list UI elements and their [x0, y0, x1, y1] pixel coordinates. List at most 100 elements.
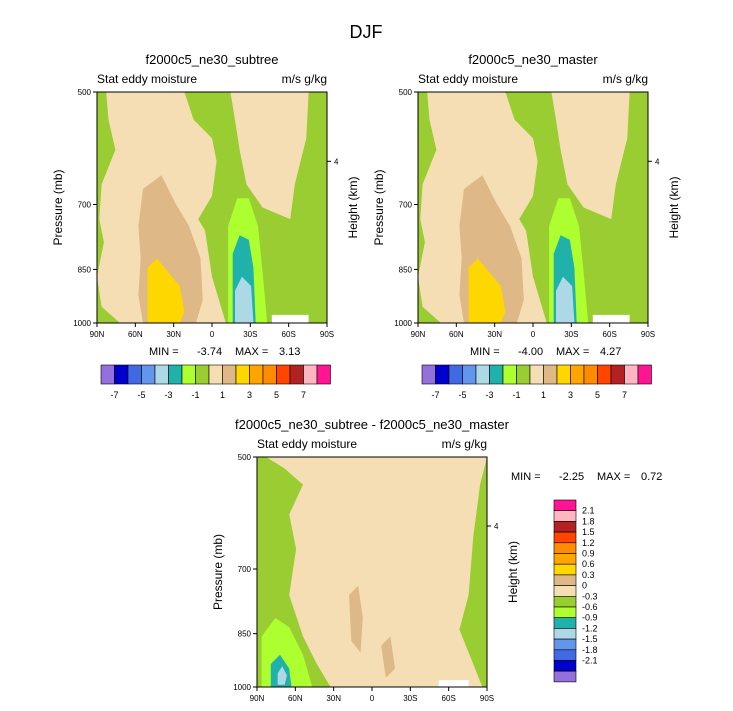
- colorbar-swatch: [553, 574, 577, 586]
- contour-lightblue: [556, 276, 575, 323]
- colorbar-swatch: [637, 364, 652, 385]
- contour-lightblue: [235, 276, 254, 323]
- right-axis-label: Height (km): [667, 176, 681, 238]
- x-tick-label: 60N: [128, 330, 143, 339]
- y-tick-label: 500: [238, 453, 252, 462]
- panel-3: [253, 456, 491, 691]
- colorbar-label: -1: [512, 390, 520, 400]
- x-tick-label: 30N: [487, 330, 502, 339]
- colorbar-swatch: [553, 660, 577, 672]
- min-label: MIN =: [470, 346, 500, 358]
- colorbar-swatch: [553, 638, 577, 651]
- contour-beige: [326, 484, 354, 561]
- colorbar-label: -0.6: [582, 602, 598, 612]
- right-axis-label: Height (km): [346, 176, 360, 238]
- colorbar-label: 3: [247, 390, 252, 400]
- colorbar-swatch: [553, 595, 577, 608]
- x-tick-label: 0: [370, 694, 375, 703]
- panel-title: f2000c5_ne30_master: [468, 52, 598, 67]
- y-tick-label: 700: [238, 565, 252, 574]
- panel-title: f2000c5_ne30_subtree: [145, 52, 278, 67]
- panel-2: [414, 91, 652, 327]
- contour-beige: [551, 92, 630, 220]
- colorbar-label: -1.2: [582, 623, 598, 633]
- colorbar-swatch: [208, 364, 223, 385]
- colorbar-swatch: [543, 364, 558, 385]
- colorbar-label: -3: [164, 390, 172, 400]
- x-tick-label: 90N: [411, 330, 426, 339]
- colorbar-label: 0.9: [582, 549, 595, 559]
- x-tick-label: 30N: [326, 694, 341, 703]
- colorbar-label: -2.1: [582, 656, 598, 666]
- x-tick-label: 60S: [442, 694, 456, 703]
- colorbar-label: -0.9: [582, 613, 598, 623]
- x-tick-label: 90S: [641, 330, 655, 339]
- colorbar-swatch: [583, 364, 598, 385]
- colorbar-label: 2.1: [582, 506, 595, 516]
- main-title: DJF: [350, 22, 383, 42]
- colorbar-swatch: [154, 364, 169, 385]
- colorbar-swatch: [553, 649, 577, 661]
- colorbar-swatch: [276, 364, 291, 385]
- colorbar-swatch: [553, 585, 577, 597]
- min-value: -4.00: [518, 346, 543, 358]
- colorbar-swatch: [475, 364, 490, 385]
- x-tick-label: 30S: [243, 330, 257, 339]
- colorbar-swatch: [553, 542, 577, 554]
- colorbar-label: 7: [622, 390, 627, 400]
- colorbar-swatch: [553, 521, 577, 533]
- x-tick-label: 30N: [166, 330, 181, 339]
- y-tick-label: 700: [78, 200, 92, 209]
- max-value: 3.13: [279, 346, 300, 358]
- colorbar-swatch: [553, 563, 577, 576]
- colorbar-label: -5: [137, 390, 145, 400]
- colorbar-swatch: [553, 617, 577, 629]
- contour-yellow: [468, 258, 506, 323]
- panel-title: f2000c5_ne30_subtree - f2000c5_ne30_mast…: [235, 417, 510, 432]
- y-tick-label: 700: [399, 200, 413, 209]
- colorbar-swatch: [553, 499, 577, 511]
- colorbar-label: -1.5: [582, 634, 598, 644]
- contour-white: [271, 314, 309, 323]
- colorbar-label: -7: [431, 390, 439, 400]
- y-tick-label: 500: [78, 88, 92, 97]
- contour-beige: [230, 92, 309, 220]
- colorbar-swatch: [502, 364, 517, 385]
- colorbar-label: -7: [110, 390, 118, 400]
- units-label: m/s g/kg: [282, 72, 327, 86]
- y-tick-label: 1000: [394, 319, 412, 328]
- x-tick-label: 90N: [90, 330, 105, 339]
- colorbar-swatch: [127, 364, 142, 385]
- x-tick-label: 60N: [288, 694, 303, 703]
- x-tick-label: 90S: [320, 330, 334, 339]
- colorbar-label: -5: [458, 390, 466, 400]
- y-tick-label: 850: [238, 630, 252, 639]
- colorbar-swatch: [624, 364, 639, 385]
- colorbar-swatch: [262, 364, 277, 385]
- y-tick-label: 1000: [233, 683, 251, 692]
- colorbar-swatch: [610, 364, 625, 385]
- colorbar-swatch: [289, 364, 304, 385]
- x-tick-label: 0: [210, 330, 215, 339]
- colorbar-label: -1: [191, 390, 199, 400]
- x-tick-label: 60S: [603, 330, 617, 339]
- min-value: -3.74: [197, 346, 222, 358]
- colorbar-swatch: [316, 364, 331, 385]
- colorbar-label: 1: [541, 390, 546, 400]
- max-label: MAX =: [235, 346, 268, 358]
- contour-tan: [349, 585, 363, 653]
- colorbar-swatch: [553, 628, 577, 640]
- colorbar-swatch: [249, 364, 264, 385]
- colorbar-swatch: [195, 364, 210, 385]
- contour-tan: [381, 636, 395, 678]
- contour-beige: [257, 457, 487, 687]
- variable-label: Stat eddy moisture: [418, 72, 518, 86]
- colorbar-label: 3: [568, 390, 573, 400]
- colorbar-swatch: [556, 364, 571, 385]
- variable-label: Stat eddy moisture: [257, 437, 357, 451]
- colorbar-label: -1.8: [582, 645, 598, 655]
- colorbar-swatch: [168, 364, 183, 385]
- contour-white: [438, 680, 469, 687]
- x-tick-label: 30S: [564, 330, 578, 339]
- colorbar-label: 0.3: [582, 570, 595, 580]
